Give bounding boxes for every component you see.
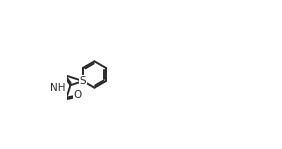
Text: NH: NH: [50, 83, 65, 93]
Text: O: O: [74, 90, 82, 100]
Text: S: S: [80, 76, 86, 86]
